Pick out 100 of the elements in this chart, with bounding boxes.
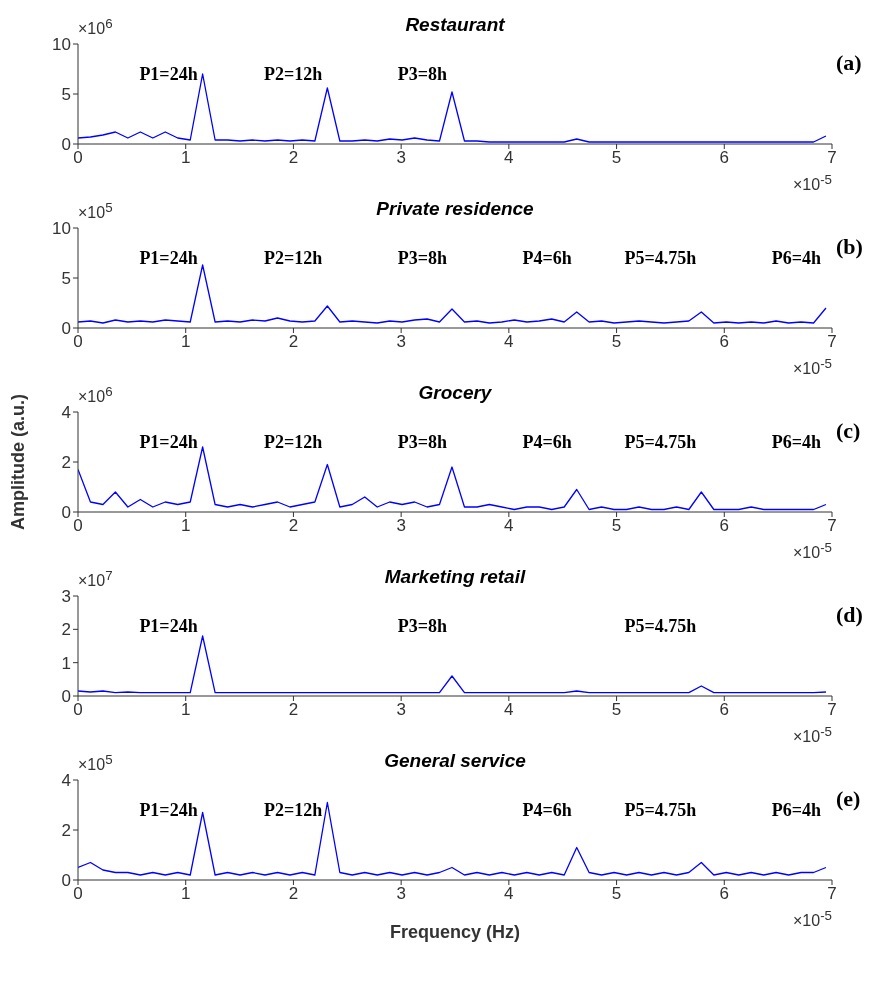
text: (c)	[836, 418, 861, 444]
x-tick-label: 1	[180, 516, 191, 536]
annotation: P4=6h	[522, 248, 572, 269]
x-tick-label: 4	[504, 148, 514, 168]
chart-title: Private residence	[376, 198, 534, 219]
x-tick-label: 4	[504, 516, 514, 536]
x-tick-label: 4	[504, 700, 514, 720]
x-tick-label: 5	[611, 332, 622, 352]
text: (a)	[836, 50, 862, 76]
annotation: P2=12h	[264, 248, 323, 269]
annotation: P4=6h	[522, 432, 572, 453]
annotation: P6=4h	[771, 248, 821, 269]
annotation: P4=6h	[522, 800, 572, 821]
annotation: P2=12h	[264, 64, 323, 85]
text: ×10$^{6}$	[78, 16, 113, 39]
x-tick-label: 2	[288, 332, 299, 352]
text: ×10$^{-5}$	[793, 908, 832, 931]
x-tick-label: 6	[719, 884, 730, 904]
annotation: P1=24h	[139, 64, 198, 85]
x-tick-label: 5	[611, 700, 622, 720]
x-tick-label: 3	[396, 332, 406, 352]
chart-title: Restaurant	[405, 14, 505, 35]
annotation: P3=8h	[397, 248, 447, 269]
x-tick-label: 1	[180, 700, 191, 720]
x-tick-label: 3	[396, 700, 406, 720]
y-tick-label: 0	[61, 871, 71, 891]
y-tick-label: 3	[61, 587, 71, 607]
annotation: P5=4.75h	[624, 616, 697, 637]
x-tick-label: 4	[504, 884, 514, 904]
y-tick-label: 4	[61, 403, 71, 423]
x-tick-label: 7	[827, 700, 837, 720]
x-tick-label: 3	[396, 884, 406, 904]
text: (e)	[836, 786, 861, 812]
x-tick-label: 7	[827, 884, 837, 904]
x-tick-label: 1	[180, 332, 191, 352]
text: ×10$^{6}$	[78, 384, 113, 407]
chart-title: Grocery	[418, 382, 492, 403]
y-tick-label: 2	[61, 453, 71, 473]
y-tick-label: 0	[61, 135, 71, 155]
x-tick-label: 7	[827, 332, 837, 352]
chart-title: Marketing retail	[384, 566, 526, 587]
y-tick-label: 0	[61, 319, 71, 339]
y-tick-label: 0	[61, 687, 71, 707]
text: ×10$^{-5}$	[793, 724, 832, 747]
annotation: P3=8h	[397, 432, 447, 453]
x-tick-label: 6	[719, 332, 730, 352]
text: ×10$^{5}$	[78, 200, 113, 223]
annotation: P2=12h	[264, 432, 323, 453]
x-tick-label: 4	[504, 332, 514, 352]
text: ×10$^{-5}$	[793, 356, 832, 379]
y-tick-label: 5	[61, 85, 71, 105]
annotation: P1=24h	[139, 800, 198, 821]
text: (b)	[836, 234, 863, 260]
x-tick-label: 2	[288, 700, 299, 720]
annotation: P6=4h	[771, 800, 821, 821]
x-tick-label: 2	[288, 516, 299, 536]
x-tick-label: 6	[719, 148, 730, 168]
x-tick-label: 3	[396, 148, 406, 168]
x-tick-label: 7	[827, 148, 837, 168]
line-series	[78, 635, 827, 694]
annotation: P5=4.75h	[624, 432, 697, 453]
x-tick-label: 5	[611, 148, 622, 168]
x-tick-label: 5	[611, 516, 622, 536]
y-tick-label: 4	[61, 771, 71, 791]
line-series	[78, 801, 827, 876]
y-tick-label: 2	[61, 620, 71, 640]
annotation: P1=24h	[139, 432, 198, 453]
y-axis-title: Amplitude (a.u.)	[8, 394, 29, 530]
text: (d)	[836, 602, 863, 628]
line-series	[78, 446, 827, 511]
y-tick-label: 0	[61, 503, 71, 523]
y-tick-label: 10	[52, 219, 71, 239]
x-tick-label: 2	[288, 148, 299, 168]
y-tick-label: 1	[61, 653, 71, 673]
annotation: P1=24h	[139, 248, 198, 269]
y-tick-label: 2	[61, 821, 71, 841]
annotation: P3=8h	[397, 616, 447, 637]
annotation: P5=4.75h	[624, 248, 697, 269]
annotation: P5=4.75h	[624, 800, 697, 821]
y-tick-label: 5	[61, 269, 71, 289]
x-tick-label: 3	[396, 516, 406, 536]
x-axis-title: Frequency (Hz)	[389, 922, 521, 942]
annotation: P6=4h	[771, 432, 821, 453]
chart-title: General service	[384, 750, 526, 771]
text: ×10$^{-5}$	[793, 172, 832, 195]
x-tick-label: 2	[288, 884, 299, 904]
annotation: P3=8h	[397, 64, 447, 85]
text: ×10$^{5}$	[78, 752, 113, 775]
x-tick-label: 6	[719, 700, 730, 720]
line-series	[78, 264, 827, 324]
annotation: P1=24h	[139, 616, 198, 637]
x-tick-label: 1	[180, 884, 191, 904]
text: ×10$^{-5}$	[793, 540, 832, 563]
annotation: P2=12h	[264, 800, 323, 821]
y-tick-label: 10	[52, 35, 71, 55]
x-tick-label: 6	[719, 516, 730, 536]
x-tick-label: 1	[180, 148, 191, 168]
x-tick-label: 5	[611, 884, 622, 904]
x-tick-label: 7	[827, 516, 837, 536]
text: ×10$^{7}$	[78, 568, 113, 591]
